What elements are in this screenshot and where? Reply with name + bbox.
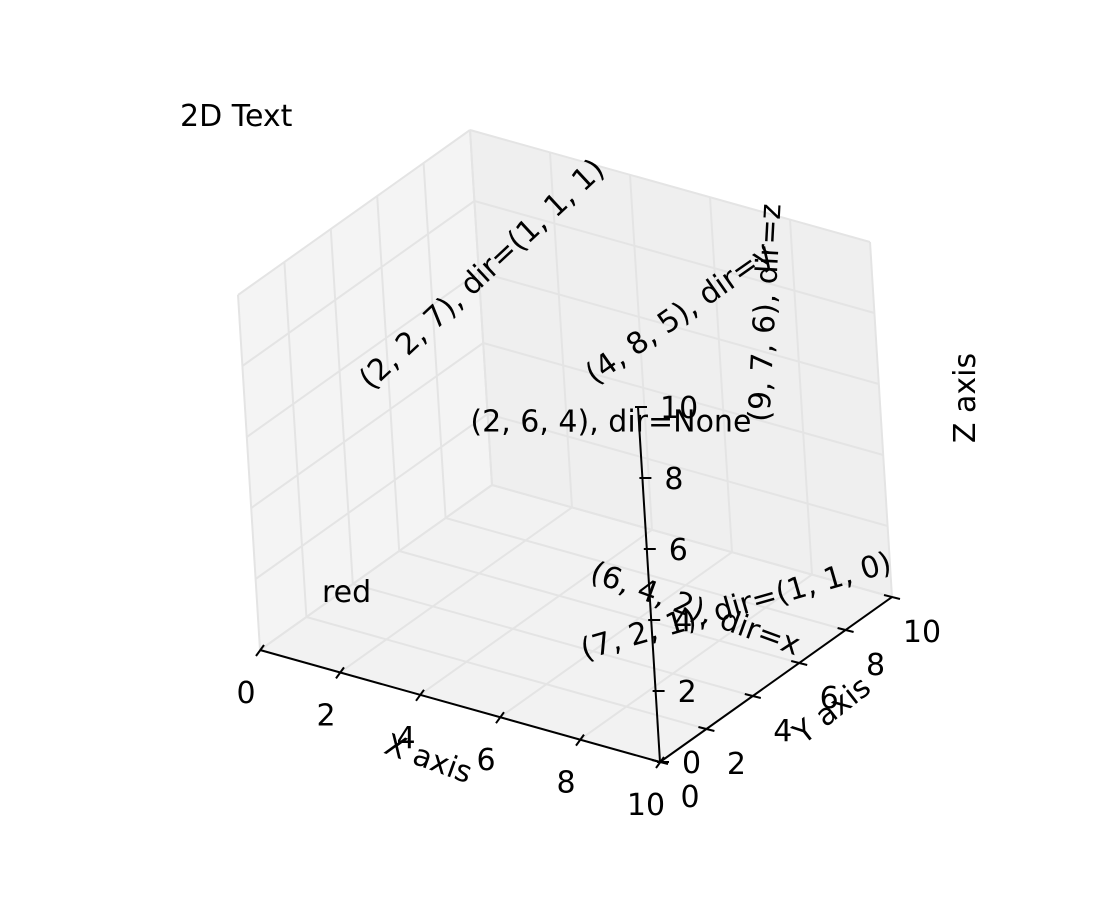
grid-line: [422, 162, 447, 519]
x-tick-label: 10: [627, 788, 665, 823]
grid-line: [250, 342, 484, 509]
grid-line: [339, 506, 573, 674]
grid-line: [499, 551, 733, 719]
left-pane: [238, 130, 492, 650]
y-tick-mark: [837, 627, 854, 633]
y-tick-label: 8: [866, 648, 885, 683]
chart-title-2d-text: 2D Text: [180, 99, 293, 134]
grid-line: [419, 528, 653, 696]
y-axis-line: [659, 596, 893, 763]
grid-line: [241, 200, 475, 367]
grid-line: [487, 413, 888, 527]
z-tick-label: 6: [669, 533, 688, 568]
y-tick-label: 4: [773, 714, 792, 749]
grid-line: [237, 294, 261, 651]
z-tick-label: 4: [673, 604, 692, 639]
grid-line: [329, 228, 354, 585]
y-tick-mark: [698, 726, 715, 732]
x-tick-label: 0: [236, 676, 255, 711]
z-axis-line: [637, 406, 661, 763]
y-tick-label: 6: [820, 681, 839, 716]
y-tick-mark: [744, 693, 762, 699]
z-tick-label: 2: [678, 675, 697, 710]
grid-line: [283, 261, 308, 618]
floor-pane: [260, 485, 892, 762]
grid-line: [352, 583, 754, 697]
axis-panes: [238, 130, 892, 762]
grid-line: [469, 129, 871, 243]
red-2d-text: red: [322, 575, 371, 610]
grid-line: [869, 241, 893, 598]
text-annotation: (2, 6, 4), dir=None: [470, 404, 751, 439]
x-tick-label: 2: [316, 698, 335, 733]
y-tick-label: 2: [727, 747, 746, 782]
z-axis-label: Z axis: [948, 353, 983, 443]
x-tick-mark: [415, 689, 425, 702]
z-tick-label: 8: [664, 462, 683, 497]
y-tick-label: 10: [903, 615, 941, 650]
grid-line: [398, 550, 800, 664]
x-tick-mark: [575, 734, 585, 747]
y-tick-mark: [790, 660, 808, 666]
grid-line: [445, 517, 846, 631]
grid-line: [237, 129, 471, 296]
grid-line: [306, 616, 707, 730]
grid-line: [629, 174, 653, 530]
grid-line: [709, 197, 733, 553]
tick-marks: [255, 406, 901, 769]
x-tick-label: 8: [556, 766, 575, 801]
x-tick-label: 6: [476, 743, 495, 778]
y-tick-label: 0: [680, 780, 699, 815]
x-axis-label: X axis: [380, 727, 477, 791]
x-axis-line: [259, 649, 661, 763]
grid-line: [478, 271, 880, 385]
z-tick-label: 0: [682, 746, 701, 781]
z-tick-label: 10: [660, 391, 698, 426]
grid-line: [474, 200, 875, 314]
grid-line: [255, 413, 489, 580]
x-tick-mark: [495, 711, 505, 724]
grid-line: [259, 484, 493, 651]
grid-lines: [237, 129, 893, 763]
grid-line: [469, 129, 493, 486]
grid-line: [789, 219, 813, 575]
grid-line: [376, 195, 401, 552]
x-tick-mark: [255, 644, 265, 657]
y-tick-mark: [883, 594, 901, 600]
x-tick-label: 4: [396, 721, 415, 756]
grid-line: [549, 152, 573, 508]
grid-line: [246, 271, 480, 438]
grid-line: [579, 573, 813, 741]
grid-line: [482, 342, 884, 456]
grid-line: [491, 484, 893, 598]
x-tick-mark: [335, 666, 345, 679]
axis-lines: [259, 406, 893, 763]
back-pane: [470, 130, 892, 597]
